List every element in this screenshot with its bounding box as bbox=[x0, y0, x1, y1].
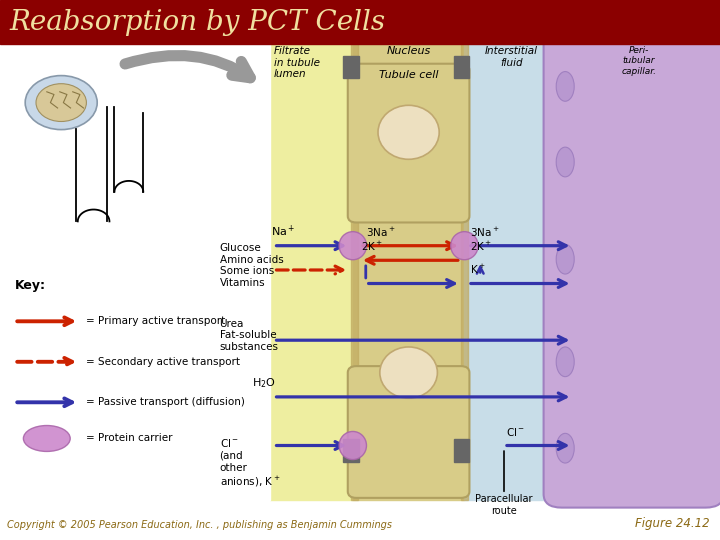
Ellipse shape bbox=[380, 347, 438, 399]
Text: Cl$^-$
(and
other
anions), K$^+$: Cl$^-$ (and other anions), K$^+$ bbox=[220, 437, 280, 489]
Text: Tubule cell: Tubule cell bbox=[379, 70, 438, 80]
Text: Nucleus: Nucleus bbox=[387, 46, 431, 56]
Text: = Protein carrier: = Protein carrier bbox=[86, 434, 173, 443]
Text: 3Na$^+$: 3Na$^+$ bbox=[470, 226, 500, 239]
Bar bbox=[343, 439, 359, 462]
Bar bbox=[343, 56, 359, 78]
Bar bbox=[454, 439, 469, 462]
Bar bbox=[0, 0, 720, 44]
Text: Glucose
Amino acids
Some ions
Vitamins: Glucose Amino acids Some ions Vitamins bbox=[220, 243, 284, 288]
Text: = Primary active transport: = Primary active transport bbox=[86, 316, 225, 326]
Text: Na$^+$: Na$^+$ bbox=[271, 224, 296, 239]
Text: 2K$^+$: 2K$^+$ bbox=[470, 240, 492, 253]
Text: Peri-
tubular
capillar.: Peri- tubular capillar. bbox=[621, 46, 657, 76]
Text: 2K$^+$: 2K$^+$ bbox=[361, 240, 384, 253]
Bar bbox=[353, 38, 464, 500]
FancyBboxPatch shape bbox=[348, 366, 469, 498]
Ellipse shape bbox=[451, 232, 478, 260]
Text: Key:: Key: bbox=[14, 279, 45, 292]
Text: Copyright © 2005 Pearson Education, Inc. , publishing as Benjamin Cummings: Copyright © 2005 Pearson Education, Inc.… bbox=[7, 520, 392, 530]
Text: Interstitial
fluid: Interstitial fluid bbox=[485, 46, 538, 68]
Text: Cl$^-$: Cl$^-$ bbox=[506, 427, 525, 438]
Ellipse shape bbox=[557, 433, 575, 463]
Text: Paracellular
route: Paracellular route bbox=[475, 494, 533, 516]
Bar bbox=[558, 38, 720, 500]
Ellipse shape bbox=[378, 105, 439, 159]
Text: Urea
Fat-soluble
substances: Urea Fat-soluble substances bbox=[220, 319, 279, 352]
Bar bbox=[461, 38, 468, 500]
Bar bbox=[454, 56, 469, 78]
Ellipse shape bbox=[557, 71, 575, 102]
Text: Filtrate
in tubule
lumen: Filtrate in tubule lumen bbox=[274, 46, 320, 79]
Ellipse shape bbox=[557, 347, 575, 377]
Text: = Secondary active transport: = Secondary active transport bbox=[86, 357, 240, 367]
Ellipse shape bbox=[339, 232, 366, 260]
FancyBboxPatch shape bbox=[544, 30, 720, 508]
Bar bbox=[351, 38, 358, 500]
Text: 3Na$^+$: 3Na$^+$ bbox=[366, 226, 395, 239]
FancyBboxPatch shape bbox=[348, 64, 469, 222]
Bar bbox=[270, 38, 353, 500]
Ellipse shape bbox=[36, 84, 86, 122]
Bar bbox=[464, 38, 558, 500]
Text: = Passive transport (diffusion): = Passive transport (diffusion) bbox=[86, 397, 246, 407]
Ellipse shape bbox=[25, 76, 97, 130]
Text: Figure 24.12: Figure 24.12 bbox=[634, 517, 709, 530]
Text: Reabsorption by PCT Cells: Reabsorption by PCT Cells bbox=[9, 9, 385, 36]
Bar bbox=[0, 38, 270, 500]
Ellipse shape bbox=[557, 244, 575, 274]
Text: H$_2$O: H$_2$O bbox=[252, 376, 276, 390]
Ellipse shape bbox=[23, 426, 71, 451]
Ellipse shape bbox=[557, 147, 575, 177]
Text: K$^+$: K$^+$ bbox=[470, 264, 486, 276]
Ellipse shape bbox=[339, 431, 366, 460]
